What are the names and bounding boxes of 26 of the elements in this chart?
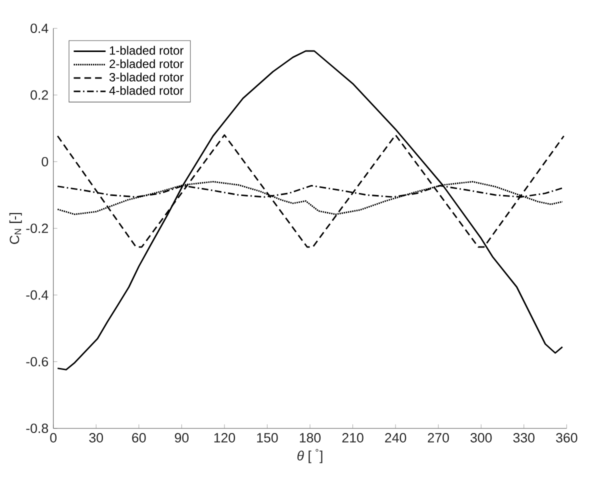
x-tick-label: 300: [470, 433, 492, 442]
x-tick-label: 240: [385, 433, 406, 442]
y-tick-label: -0.4: [26, 290, 48, 300]
y-tick-label: 0: [42, 156, 48, 166]
x-tick-label: 30: [89, 433, 104, 442]
y-tick-label: -0.6: [26, 356, 48, 366]
x-tick-label: 0: [50, 433, 57, 442]
x-tick-label: 180: [300, 433, 321, 442]
x-tick-label: 120: [214, 433, 236, 442]
x-tick-label: 150: [257, 433, 278, 442]
y-tick-label: -0.8: [26, 424, 48, 434]
x-tick-label: 330: [513, 433, 534, 442]
y-tick-label: 0.4: [30, 24, 48, 34]
x-tick-label: 210: [342, 433, 364, 442]
legend-label: 4-bladed rotor: [109, 86, 184, 95]
legend-label: 1-bladed rotor: [110, 46, 184, 55]
legend-label: 2-bladed rotor: [110, 59, 184, 68]
x-axis-title: θ [ $^{°}$]: [297, 448, 322, 464]
x-tick-label: 270: [428, 433, 449, 442]
y-axis-title: C$_{N}$ [-]: [9, 212, 22, 244]
x-tick-label: 60: [132, 433, 146, 442]
legend-label: 3-bladed rotor: [109, 72, 184, 82]
y-tick-label: 0.2: [30, 90, 48, 100]
x-tick-label: 360: [556, 433, 578, 442]
y-tick-label: -0.2: [26, 224, 48, 234]
x-tick-label: 90: [174, 433, 189, 442]
